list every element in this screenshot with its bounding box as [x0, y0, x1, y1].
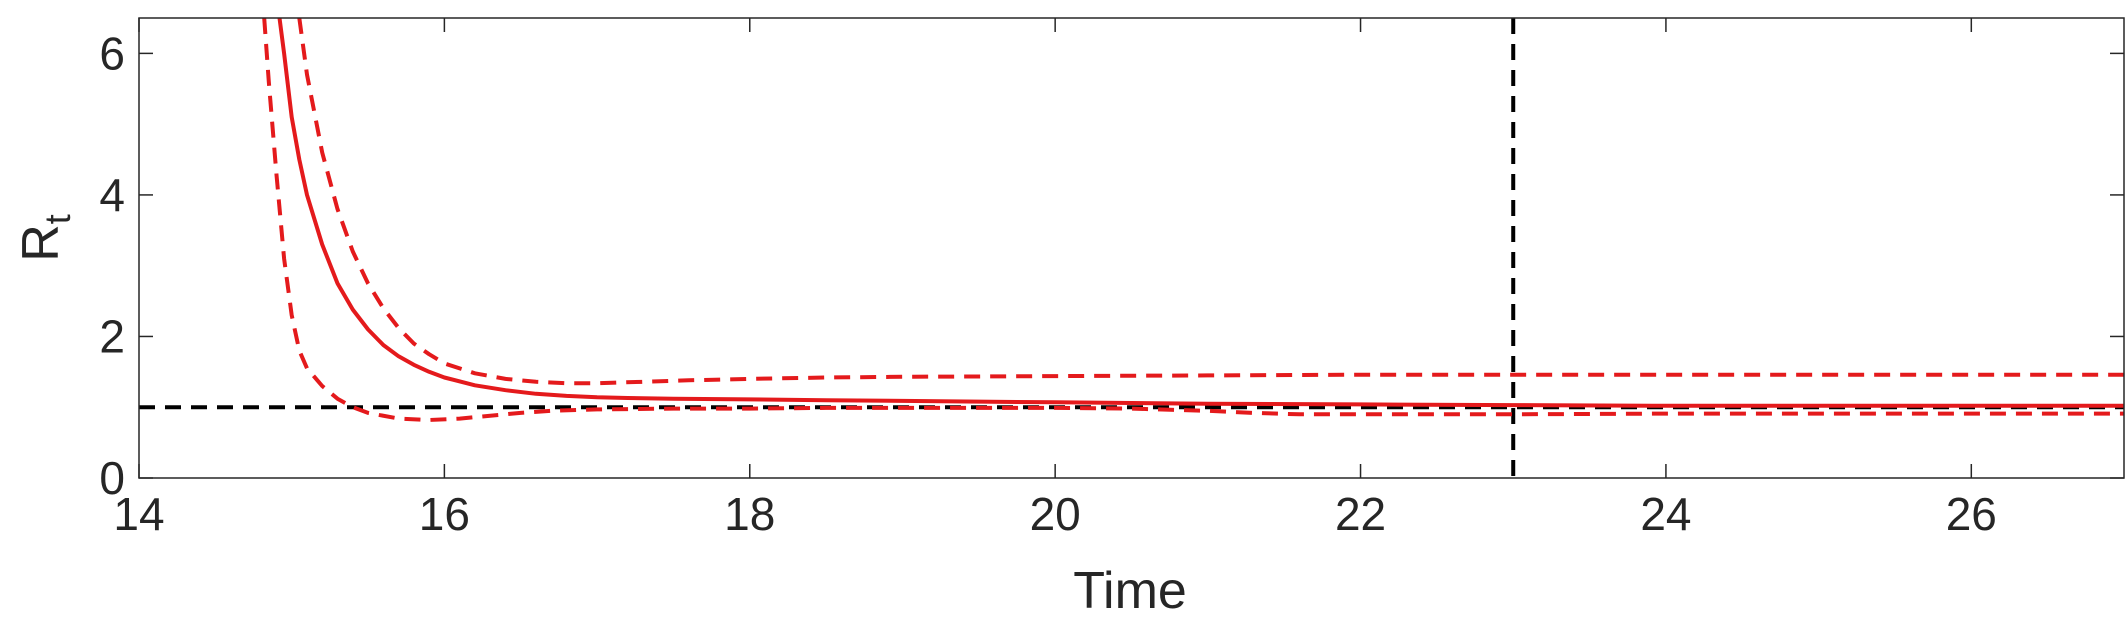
x-axis-title: Time: [1073, 562, 1187, 619]
x-tick-label: 24: [1640, 488, 1691, 540]
series-line-3: [262, 18, 2124, 422]
y-axis-title-subscript: t: [37, 214, 78, 224]
x-tick-label: 20: [1030, 488, 1081, 540]
y-axis-title: Rt: [12, 214, 78, 262]
series-line-1: [277, 18, 2124, 408]
data-lines: [139, 18, 2124, 478]
y-tick-label: 4: [99, 169, 125, 221]
x-tick-label: 18: [724, 488, 775, 540]
plot-area: [138, 17, 2125, 479]
y-tick-label: 6: [99, 27, 125, 79]
x-tick-label: 22: [1335, 488, 1386, 540]
y-axis-title-group: Rt: [12, 214, 78, 262]
series-line-2: [297, 18, 2124, 386]
x-tick-label: 26: [1946, 488, 1997, 540]
y-tick-label: 2: [99, 310, 125, 362]
axes-box: [138, 17, 2125, 479]
x-tick-label: 14: [113, 488, 164, 540]
x-tick-label: 16: [419, 488, 470, 540]
y-tick-label: 0: [99, 452, 125, 504]
y-axis-title-main: R: [12, 224, 70, 262]
